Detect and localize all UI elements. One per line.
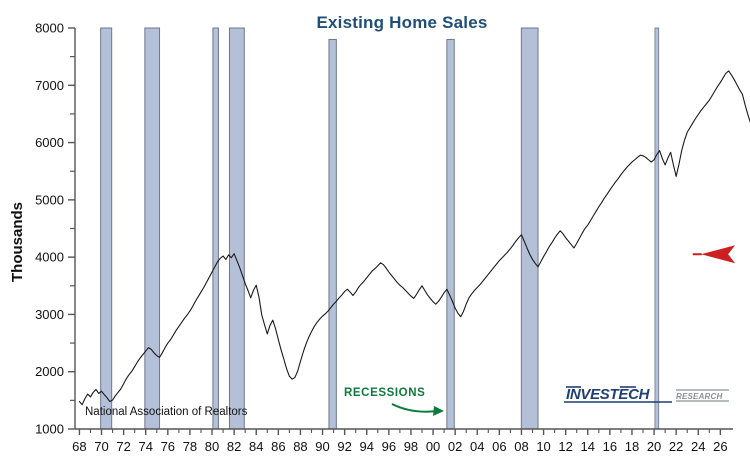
- x-axis-tick-label: 70: [94, 439, 108, 454]
- y-axis-tick-label: 4000: [35, 250, 64, 265]
- recession-band: [328, 38, 337, 430]
- data-line-existing-home-sales: [78, 70, 750, 406]
- page-title: Existing Home Sales: [316, 13, 487, 32]
- recession-band: [520, 27, 539, 430]
- x-axis-tick-label: 22: [669, 439, 683, 454]
- x-axis-tick-label: 94: [360, 439, 374, 454]
- x-axis-tick-label: 90: [315, 439, 329, 454]
- recessions-label: RECESSIONS: [344, 387, 425, 399]
- y-axis-tick-label: 5000: [35, 192, 64, 207]
- recessions-arrow-icon: [391, 403, 438, 413]
- current-level-marker-group: [692, 245, 736, 264]
- recession-band: [144, 27, 161, 430]
- x-axis-tick-label: 80: [205, 439, 219, 454]
- data-series-group: [78, 70, 750, 406]
- x-axis-tick-label: 02: [448, 439, 462, 454]
- y-axis-tick-label: 8000: [35, 21, 64, 36]
- x-axis-tick-label: 16: [603, 439, 617, 454]
- recession-band: [446, 38, 455, 430]
- y-axis-label: Thousands: [9, 202, 26, 282]
- x-axis-tick-label: 86: [271, 439, 285, 454]
- x-axis-tick-label: 98: [404, 439, 418, 454]
- x-axis-tick-label: 74: [138, 439, 152, 454]
- x-axis-tick-label: 96: [382, 439, 396, 454]
- x-axis-tick-label: 10: [536, 439, 550, 454]
- x-axis-tick-label: 92: [337, 439, 351, 454]
- recessions-arrowhead-icon: [433, 406, 444, 416]
- x-axis-tick-label: 76: [161, 439, 175, 454]
- y-axis-tick-label: 3000: [35, 307, 64, 322]
- x-axis-tick-label: 68: [72, 439, 86, 454]
- logo-investech-text: INVESTECH: [566, 386, 651, 403]
- x-axis-tick-label: 82: [227, 439, 241, 454]
- x-axis-tick-label: 12: [558, 439, 572, 454]
- x-axis-tick-label: 14: [581, 439, 595, 454]
- recession-band: [228, 27, 245, 430]
- recession-band: [100, 27, 113, 430]
- x-axis-tick-label: 08: [514, 439, 528, 454]
- x-axis-tick-label: 04: [470, 439, 484, 454]
- x-axis-tick-label: 26: [713, 439, 727, 454]
- x-axis-tick-label: 84: [249, 439, 263, 454]
- recession-band: [654, 27, 660, 430]
- x-axis-tick-label: 00: [426, 439, 440, 454]
- recession-bands-group: [100, 27, 660, 430]
- y-axis-tick-label: 1000: [35, 422, 64, 437]
- logo-research-text: RESEARCH: [676, 392, 723, 401]
- y-axis-tick-label: 2000: [35, 364, 64, 379]
- source-attribution: National Association of Realtors: [85, 406, 248, 418]
- y-axis-tick-label: 7000: [35, 78, 64, 93]
- x-axis-tick-label: 18: [625, 439, 639, 454]
- x-axis-tick-label: 88: [293, 439, 307, 454]
- y-axis-tick-label: 6000: [35, 135, 64, 150]
- x-axis-tick-label: 20: [647, 439, 661, 454]
- investech-research-logo: INVESTECH RESEARCH: [564, 386, 729, 403]
- x-axis-tick-label: 24: [691, 439, 705, 454]
- recession-band: [212, 27, 219, 430]
- x-axis-tick-label: 72: [116, 439, 130, 454]
- x-axis-tick-label: 78: [183, 439, 197, 454]
- current-level-arrow-icon: [701, 245, 736, 264]
- x-axis-tick-label: 06: [492, 439, 506, 454]
